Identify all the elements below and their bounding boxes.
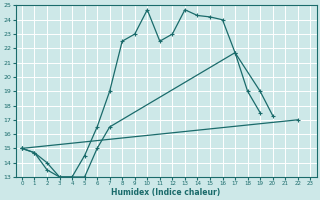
- X-axis label: Humidex (Indice chaleur): Humidex (Indice chaleur): [111, 188, 221, 197]
